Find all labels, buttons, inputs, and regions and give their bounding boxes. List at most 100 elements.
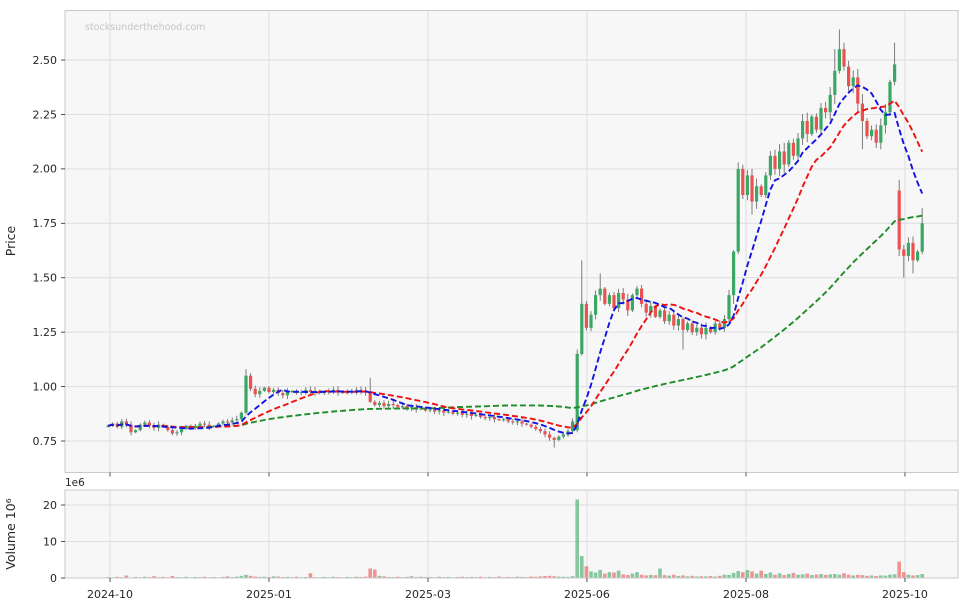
volume-bar (161, 576, 165, 578)
volume-bar (888, 574, 892, 578)
candlestick (635, 288, 639, 296)
candlestick (856, 77, 860, 104)
candlestick (221, 421, 225, 424)
candlestick (400, 406, 404, 408)
candlestick (410, 407, 414, 409)
volume-bar (460, 576, 464, 578)
candlestick (249, 375, 253, 389)
volume-bar (902, 572, 906, 578)
candlestick (488, 417, 492, 419)
volume-bar (616, 570, 621, 578)
volume-bar (920, 573, 924, 578)
price-tick-label: 1.75 (33, 217, 58, 230)
candlestick (837, 49, 841, 71)
volume-bar (713, 576, 717, 578)
candlestick (653, 306, 657, 317)
candlestick (640, 288, 644, 304)
candlestick (552, 437, 556, 440)
volume-bar (814, 574, 819, 578)
candlestick (520, 421, 524, 424)
ma-short-line (107, 84, 924, 435)
candlestick (235, 419, 239, 421)
volume-bar (658, 568, 662, 578)
volume-bar (202, 576, 207, 578)
candlestick (502, 419, 506, 421)
candlestick (833, 70, 837, 95)
candlestick (244, 375, 248, 413)
candlestick (157, 424, 161, 428)
volume-offset-label: 1e6 (65, 477, 85, 489)
volume-bar (598, 569, 602, 578)
volume-bar (455, 576, 460, 578)
volume-bar (235, 576, 239, 578)
candlestick (824, 107, 828, 113)
chart-render-root: 0.75 1.00 1.25 1.50 1.75 2.00 2.25 2.50 0 10 20 202… (33, 10, 959, 601)
ma-medium-line (107, 99, 924, 429)
candlestick (469, 413, 473, 416)
volume-bar (805, 573, 809, 578)
candlestick (465, 413, 469, 415)
candlestick (290, 390, 294, 393)
candlestick (212, 425, 216, 427)
volume-tick-label: 10 (43, 535, 57, 548)
candlestick (598, 288, 602, 296)
candlestick (575, 353, 579, 431)
candlestick (607, 295, 611, 304)
candlestick (180, 429, 184, 433)
candlestick (239, 412, 243, 420)
volume-bar (115, 576, 119, 578)
candlestick (147, 422, 151, 426)
volume-bar (152, 576, 156, 578)
candlestick (272, 389, 276, 393)
volume-bar (267, 576, 271, 578)
candlestick (492, 417, 496, 420)
volume-bar (368, 568, 372, 578)
candlestick (391, 403, 395, 406)
volume-bar (833, 573, 837, 578)
volume-bar (419, 576, 423, 578)
candlestick (778, 151, 782, 169)
candlestick (621, 292, 625, 300)
candlestick (630, 295, 634, 311)
candlestick (193, 425, 197, 428)
volume-bar (722, 574, 727, 578)
volume-bar (759, 570, 763, 578)
volume-bar (731, 572, 736, 578)
volume-bar (382, 576, 386, 578)
candlestick (437, 410, 441, 412)
candlestick (727, 295, 731, 320)
volume-bar (782, 575, 786, 578)
volume-bar (603, 573, 607, 578)
candlestick (791, 142, 795, 156)
volume-tick-label: 0 (50, 572, 57, 585)
candlestick (755, 186, 759, 202)
candlestick (768, 155, 772, 176)
volume-bar (676, 575, 681, 578)
volume-bar (446, 576, 451, 578)
volume-bar (911, 575, 915, 578)
volume-bar (566, 576, 570, 578)
candlestick (267, 387, 271, 393)
candlestick (589, 314, 593, 328)
candlestick (658, 310, 662, 317)
candlestick (663, 310, 667, 322)
volume-bar (750, 571, 754, 578)
volume-bar (773, 574, 777, 578)
candlestick (175, 432, 179, 434)
volume-bar (837, 574, 842, 578)
candlestick (497, 419, 501, 421)
candlestick (529, 424, 533, 427)
candlestick (847, 66, 851, 87)
candlestick (419, 408, 423, 410)
volume-bar (869, 575, 874, 578)
candlestick (451, 411, 455, 414)
volume-bar (497, 576, 501, 578)
candlestick (796, 138, 800, 156)
candlestick (594, 295, 598, 315)
candlestick (387, 403, 391, 407)
candlestick (718, 323, 722, 328)
volume-bar (373, 569, 377, 578)
candlestick (170, 430, 174, 434)
volume-bar (768, 572, 773, 578)
